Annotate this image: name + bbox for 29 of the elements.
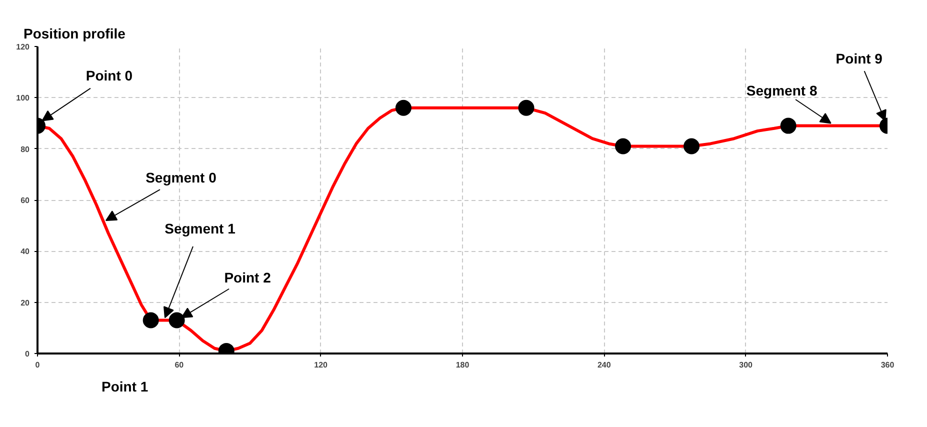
x-tick-label: 300 [739,360,754,370]
point [780,118,796,134]
annotation: Segment 8 [746,82,818,98]
y-tick-label: 40 [20,247,30,256]
y-tick-label: 100 [16,94,30,103]
annotation: Point 0 [86,68,133,84]
y-tick-label: 0 [25,350,30,358]
y-tick-label: 60 [20,196,30,205]
point [395,100,412,116]
point [168,312,185,328]
y-tick-label: 80 [20,144,30,154]
x-tick-label: 240 [597,360,612,370]
point [684,138,700,154]
y-tick-label: 120 [16,42,30,52]
point [518,100,534,116]
annotation: Point 9 [836,50,883,67]
annotation: Point 2 [224,270,272,286]
annotation: Segment 0 [146,169,217,186]
x-tick-label: 180 [456,360,470,370]
y-tick-label: 20 [20,298,30,308]
point [142,312,159,328]
x-tick-label: 360 [880,360,895,370]
x-tick-label: 120 [314,360,328,370]
x-tick-label: 0 [35,360,40,370]
point [615,138,632,154]
x-tick-label: 60 [174,360,184,370]
text: Point 1 [102,378,148,394]
chart-title: Position profile [24,26,126,42]
annotation: Segment 1 [164,220,236,237]
